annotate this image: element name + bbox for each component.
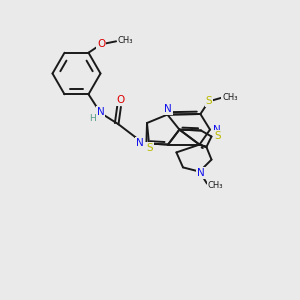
Text: N: N: [213, 124, 220, 135]
Text: CH₃: CH₃: [208, 181, 223, 190]
Text: N: N: [164, 104, 172, 115]
Text: S: S: [215, 131, 221, 141]
Text: N: N: [197, 168, 205, 178]
Text: N: N: [164, 104, 172, 115]
Text: N: N: [97, 107, 104, 117]
Text: O: O: [97, 39, 105, 49]
Text: CH₃: CH₃: [117, 36, 133, 45]
Text: N: N: [136, 138, 144, 148]
Text: S: S: [206, 96, 212, 106]
Text: S: S: [146, 143, 153, 153]
Text: H: H: [90, 114, 96, 123]
Text: CH₃: CH₃: [222, 93, 238, 102]
Text: O: O: [116, 95, 124, 105]
